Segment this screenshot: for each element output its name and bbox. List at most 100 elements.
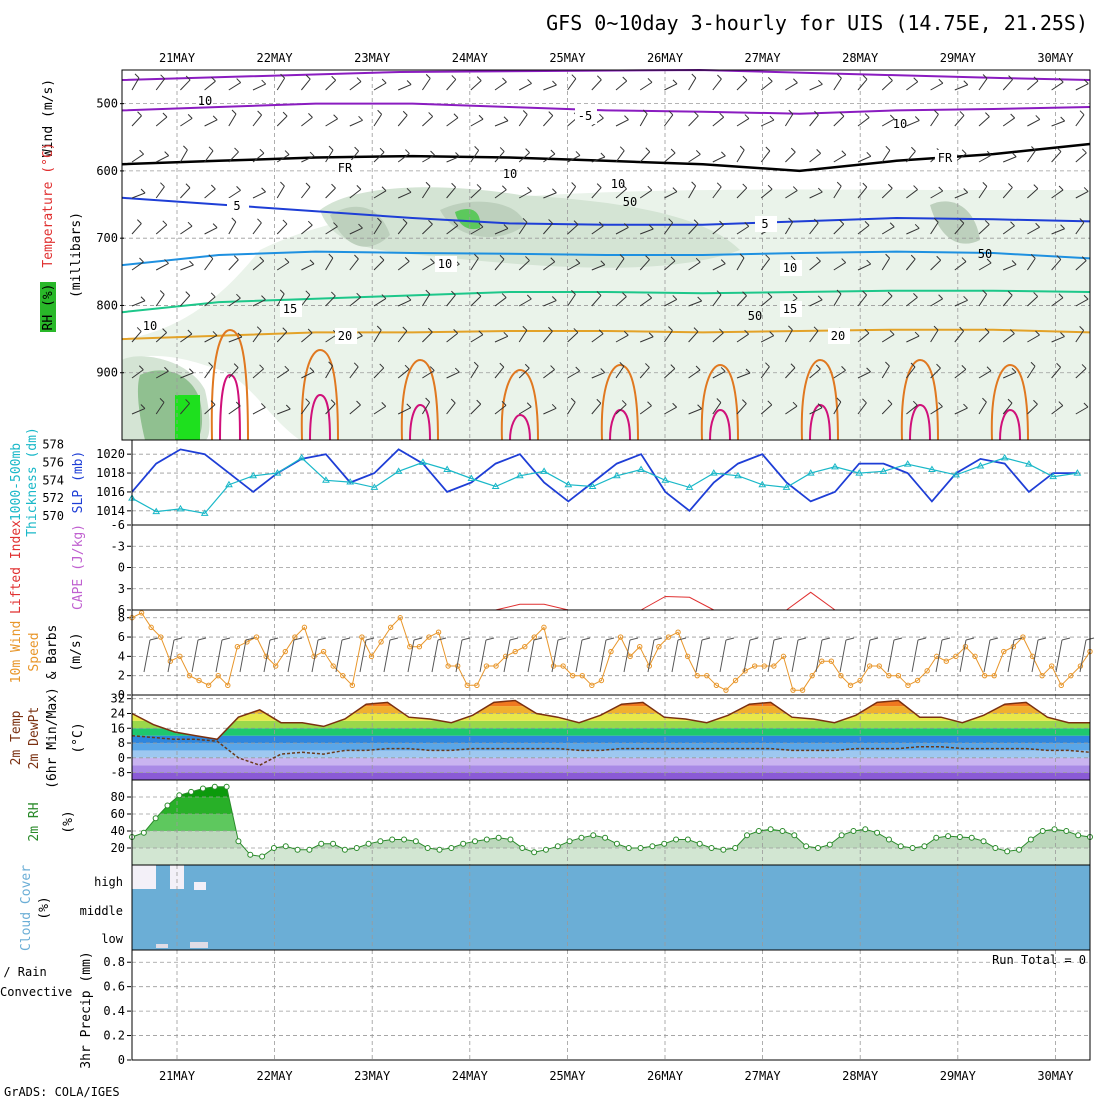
contour-label: 15 [283, 302, 297, 316]
isotherm-lobe [900, 358, 939, 441]
wind-barb [349, 366, 359, 379]
wind-barb-flag [648, 224, 654, 230]
wind10m-barb-flag [293, 637, 303, 641]
wind10m-marker [732, 677, 739, 684]
rh2m-marker [885, 836, 892, 843]
wind-barb-flag [261, 403, 266, 408]
wind-barb-flag [212, 331, 218, 336]
wind-barb-flag [1079, 110, 1085, 116]
wind-barb-flag [453, 329, 458, 334]
thickness-marker [685, 483, 694, 490]
wind10m-barb [239, 639, 247, 673]
wind10m-barb [407, 639, 415, 673]
thickness-line [131, 457, 1078, 515]
wind-barb-flag [402, 218, 408, 224]
wind-barb [155, 155, 169, 163]
wind-barb-flag [1033, 399, 1038, 405]
wind-barb [954, 299, 968, 307]
rh2m-panel: 20 40 60 80 [111, 779, 1093, 866]
wind-barb-flag [622, 184, 627, 190]
wind-barb [833, 223, 845, 235]
cloud-title: Cloud Cover [19, 865, 34, 951]
wind-barb-flag [548, 111, 554, 116]
wind10m-marker [1020, 634, 1026, 640]
wind10m-marker [435, 629, 442, 635]
wind10m-barb-flag [533, 637, 543, 641]
wind10m-marker [991, 672, 997, 679]
wind-barb-flag [259, 364, 264, 370]
temp-band [132, 735, 1090, 744]
wind-barb-flag [910, 362, 916, 368]
wind10m-barb-flag [845, 637, 855, 641]
wind-barb [591, 372, 605, 379]
wind-barb [664, 83, 678, 91]
wind10m-marker [186, 672, 193, 679]
wind10m-barb [791, 639, 799, 673]
wind-barb [881, 403, 893, 415]
wind-barb [422, 154, 435, 163]
wind-barb [397, 330, 408, 343]
wind-barb [543, 153, 556, 163]
wind-barb [349, 81, 362, 91]
wind-barb [881, 226, 895, 235]
wind-barb [421, 293, 431, 307]
wind-barb [494, 258, 505, 271]
wind10m-barb [143, 639, 151, 673]
wind10m-marker [809, 672, 815, 679]
y-tick-label: 1014 [96, 504, 125, 518]
wind-barb-flag [1081, 256, 1087, 261]
temp2m-title1: 2m Temp [9, 710, 24, 765]
rh-contour-label: 10 [611, 177, 625, 191]
wind10m-marker [483, 663, 490, 669]
wind-barb-flag [889, 330, 895, 335]
wind-barb [1027, 403, 1038, 415]
wind-barb-flag [862, 398, 867, 404]
wind-barb [760, 258, 771, 271]
wind-barb [1051, 297, 1064, 307]
wind-barb-flag [331, 75, 337, 81]
wind-barb [446, 371, 460, 379]
wind-barb [228, 259, 239, 271]
wind-barb [325, 79, 337, 91]
wind10m-barb [815, 639, 823, 673]
wind-barb-flag [717, 74, 722, 80]
wind-barb [978, 293, 988, 307]
wind-barb [688, 153, 701, 163]
wind-barb-flag [836, 397, 842, 403]
precip-frame [131, 949, 1091, 1061]
wind-barb-flag [913, 293, 918, 298]
wind-barb [131, 369, 144, 379]
wind-barb [857, 224, 870, 235]
wind-barb-flag [672, 295, 678, 300]
wind-barb-flag [1031, 146, 1036, 151]
wind-barb [373, 367, 385, 379]
wind-barb-flag [911, 146, 916, 152]
rh2m-marker [874, 829, 881, 836]
wind-barb-flag [936, 363, 941, 369]
wind10m-barb [167, 639, 175, 673]
precip-axis-title: 3hr Precip (mm) [79, 951, 94, 1068]
wind-barb [857, 371, 871, 379]
rh-contour-label: 50 [623, 195, 637, 209]
wind-barb-flag [356, 77, 362, 82]
wind-barb [785, 151, 796, 163]
wind-barb-flag [208, 254, 214, 260]
wind-barb-flag [600, 260, 606, 266]
wind-barb [930, 114, 939, 127]
wind-barb-flag [668, 218, 673, 224]
rh2m-marker [424, 845, 431, 851]
wind-barb [930, 190, 943, 199]
wind-barb [1075, 406, 1089, 415]
wind-barb-flag [1033, 184, 1039, 189]
wind-barb [131, 153, 144, 163]
wind-barb-flag [959, 111, 965, 116]
wind-barb [664, 406, 677, 415]
wind-barb-flag [744, 114, 750, 119]
wind-barb [1002, 225, 1015, 235]
wind-barb-flag [619, 362, 625, 367]
wind10m-marker [205, 682, 212, 689]
wind-barb-flag [695, 150, 701, 155]
wind-barb [688, 369, 701, 379]
wind-barb-flag [1035, 222, 1040, 228]
isotherm-lobe-hot [409, 403, 431, 441]
